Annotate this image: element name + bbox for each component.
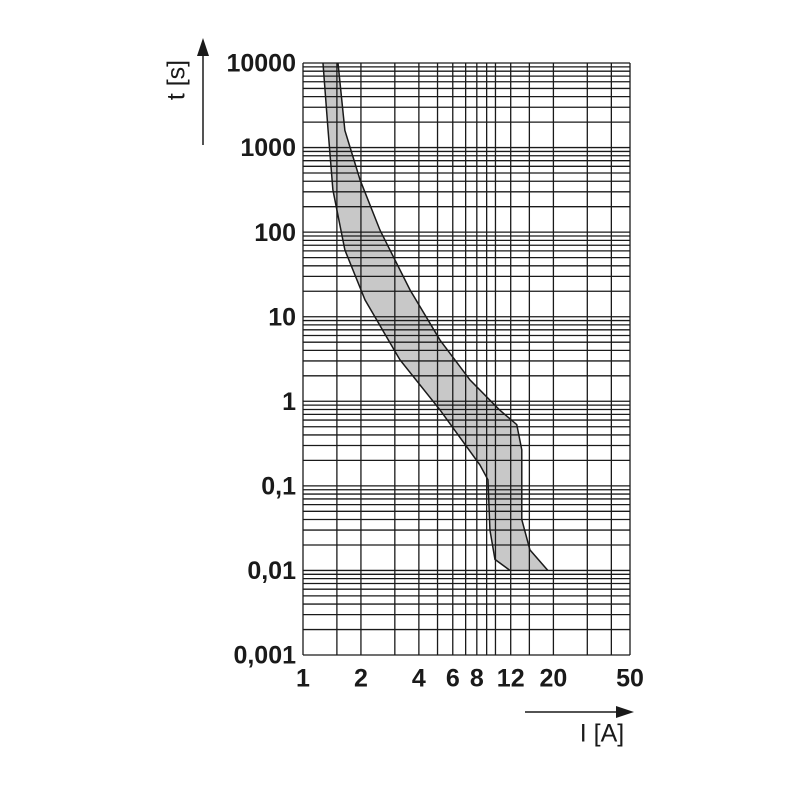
x-tick-label: 2 <box>354 665 368 693</box>
y-tick-label: 0,01 <box>247 557 296 585</box>
x-tick-label: 1 <box>296 665 310 693</box>
x-tick-label: 12 <box>497 665 525 693</box>
x-tick-label: 20 <box>540 665 568 693</box>
y-axis-label: t [s] <box>163 60 191 100</box>
x-tick-label: 8 <box>470 665 484 693</box>
y-tick-label: 1 <box>282 388 296 416</box>
band-area <box>322 63 548 571</box>
x-tick-label: 4 <box>412 665 426 693</box>
band-edge <box>322 62 511 572</box>
y-axis-arrowhead <box>197 38 209 56</box>
band-edge <box>337 62 549 571</box>
y-tick-label: 100 <box>254 219 296 247</box>
x-axis-label: I [A] <box>580 720 624 748</box>
x-tick-label: 6 <box>446 665 460 693</box>
y-tick-label: 10000 <box>226 50 296 78</box>
y-tick-label: 10 <box>268 303 296 331</box>
y-tick-label: 1000 <box>240 134 296 162</box>
x-axis-arrowhead <box>616 706 634 718</box>
y-tick-label: 0,1 <box>261 472 296 500</box>
x-tick-label: 50 <box>616 665 644 693</box>
y-tick-label: 0,001 <box>233 642 296 670</box>
